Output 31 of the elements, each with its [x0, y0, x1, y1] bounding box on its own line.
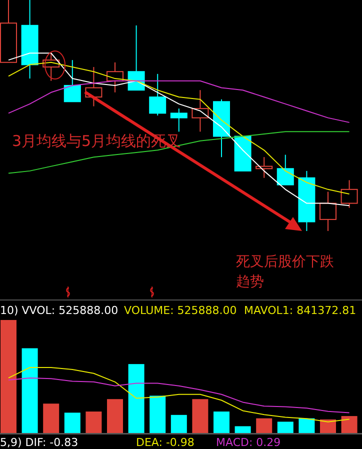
bar [234, 426, 251, 433]
bar [256, 418, 272, 433]
bar [214, 412, 230, 433]
bar [0, 320, 16, 433]
text: 5,9) DIF: -0.83 [0, 436, 78, 449]
bar [64, 412, 80, 433]
bar [320, 419, 336, 433]
candlestick [320, 191, 336, 232]
candlestick [170, 108, 188, 132]
candlestick [64, 60, 81, 102]
bar [86, 412, 102, 433]
bar [277, 422, 294, 433]
text: MAVOL1: 841372.81 [244, 304, 356, 317]
bar [298, 418, 315, 433]
text: DEA: -0.98 [136, 436, 194, 449]
text: 10) VVOL: 525888.00 [0, 304, 118, 317]
text: 死叉后股价下跌趋势 [236, 254, 334, 290]
candlestick [149, 73, 166, 116]
bar [107, 399, 123, 433]
candlestick [276, 154, 294, 186]
candlestick [192, 90, 209, 132]
bar [192, 399, 208, 433]
bar [170, 414, 187, 433]
candlestick [340, 180, 358, 208]
text: MACD: 0.29 [216, 436, 281, 449]
bar [22, 348, 38, 433]
bar [341, 416, 358, 433]
bar [150, 396, 166, 433]
bar [128, 364, 144, 433]
bar [43, 404, 60, 433]
text: VOLUME: 525888.00 [124, 304, 237, 317]
